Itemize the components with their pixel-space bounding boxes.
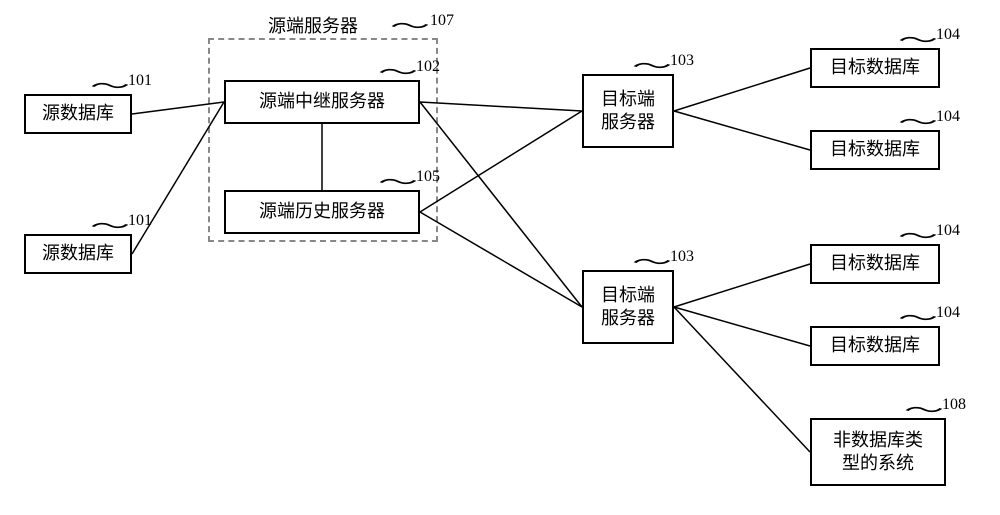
tilde-102: 〜: [378, 56, 418, 85]
node-target-server-1: 目标端服务器: [582, 74, 674, 148]
ref-108: 108: [942, 396, 966, 414]
tilde-104-3: 〜: [898, 220, 938, 249]
node-label: 目标数据库: [830, 138, 920, 161]
node-label: 目标数据库: [830, 334, 920, 357]
tilde-105: 〜: [378, 166, 418, 195]
node-label: 目标数据库: [830, 252, 920, 275]
node-target-db-1: 目标数据库: [810, 48, 940, 88]
node-label: 目标端服务器: [601, 284, 655, 331]
source-server-container-label: 源端服务器: [268, 12, 358, 38]
ref-104-1: 104: [936, 26, 960, 44]
ref-102: 102: [416, 58, 440, 76]
node-target-server-2: 目标端服务器: [582, 270, 674, 344]
node-label: 源数据库: [42, 242, 114, 265]
node-non-db-system: 非数据库类型的系统: [810, 418, 946, 486]
ref-104-4: 104: [936, 304, 960, 322]
node-label: 源数据库: [42, 102, 114, 125]
node-label: 源端中继服务器: [259, 90, 385, 113]
tilde-104-4: 〜: [898, 302, 938, 331]
ref-104-2: 104: [936, 108, 960, 126]
node-target-db-3: 目标数据库: [810, 244, 940, 284]
tilde-103-1: 〜: [632, 50, 672, 79]
node-source-db-2: 源数据库: [24, 234, 132, 274]
tilde-101-2: 〜: [90, 210, 130, 239]
node-history-server: 源端历史服务器: [224, 190, 420, 234]
node-source-db-1: 源数据库: [24, 94, 132, 134]
tilde-103-2: 〜: [632, 246, 672, 275]
ref-101-2: 101: [128, 212, 152, 230]
ref-103-1: 103: [670, 52, 694, 70]
tilde-104-1: 〜: [898, 24, 938, 53]
node-label: 源端历史服务器: [259, 200, 385, 223]
tilde-108: 〜: [904, 394, 944, 423]
ref-107: 107: [430, 12, 454, 30]
tilde-101-1: 〜: [90, 70, 130, 99]
node-label: 目标数据库: [830, 56, 920, 79]
node-relay-server: 源端中继服务器: [224, 80, 420, 124]
node-target-db-4: 目标数据库: [810, 326, 940, 366]
ref-103-2: 103: [670, 248, 694, 266]
node-label: 非数据库类型的系统: [833, 429, 923, 476]
tilde-107: 〜: [390, 10, 430, 39]
node-target-db-2: 目标数据库: [810, 130, 940, 170]
node-label: 目标端服务器: [601, 88, 655, 135]
ref-101-1: 101: [128, 72, 152, 90]
ref-104-3: 104: [936, 222, 960, 240]
tilde-104-2: 〜: [898, 106, 938, 135]
ref-105: 105: [416, 168, 440, 186]
